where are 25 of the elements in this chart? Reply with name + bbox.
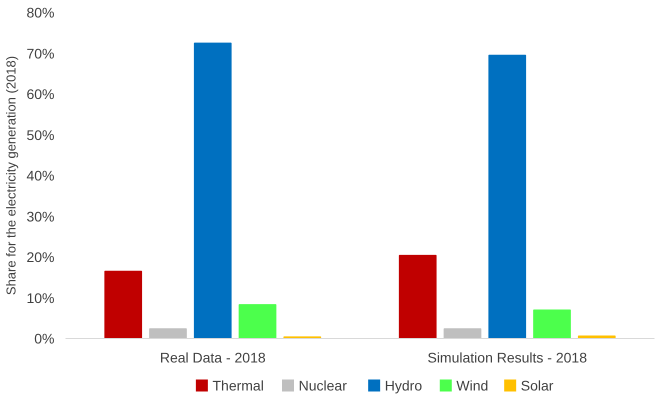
- y-tick-label: 30%: [26, 208, 55, 224]
- legend-label: Hydro: [384, 378, 422, 394]
- legend-label: Wind: [456, 378, 488, 394]
- legend-label: Solar: [520, 378, 554, 394]
- y-tick-label: 80%: [26, 4, 55, 20]
- bar: [398, 254, 437, 338]
- legend-label: Thermal: [212, 378, 264, 394]
- bar: [149, 328, 187, 338]
- bar: [194, 42, 232, 338]
- y-axis-title: Share for the electricity generation (2018): [3, 56, 18, 296]
- y-tick-label: 0%: [34, 330, 54, 346]
- legend-label: Nuclear: [298, 378, 348, 394]
- x-tick-label: Simulation Results - 2018: [427, 350, 588, 366]
- bar: [444, 328, 482, 338]
- y-tick-label: 40%: [26, 168, 55, 184]
- y-tick-label: 60%: [26, 86, 55, 102]
- x-tick-label: Real Data - 2018: [160, 350, 266, 366]
- y-tick-label: 10%: [26, 290, 55, 306]
- y-tick-label: 70%: [26, 45, 55, 62]
- bar: [238, 304, 276, 338]
- y-tick-label: 50%: [26, 126, 55, 143]
- bar: [533, 309, 571, 338]
- bar: [488, 54, 526, 338]
- y-tick-label: 20%: [26, 249, 55, 265]
- bar: [104, 270, 142, 338]
